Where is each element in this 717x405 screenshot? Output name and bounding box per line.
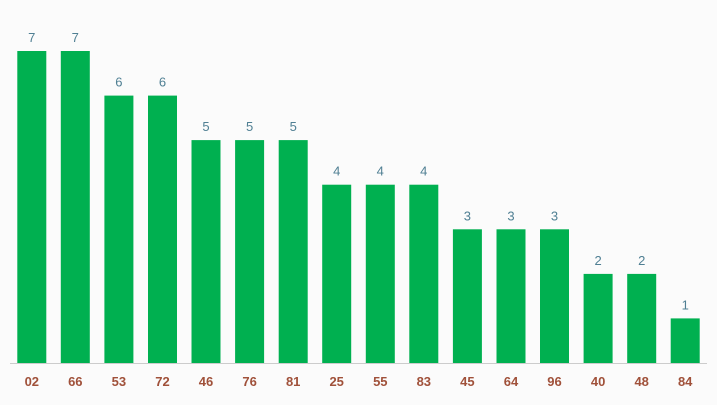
value-label-64: 3 (507, 208, 514, 223)
value-label-45: 3 (464, 208, 471, 223)
value-label-48: 2 (638, 253, 645, 268)
tick-label-66: 66 (68, 374, 82, 389)
tick-label-46: 46 (199, 374, 213, 389)
tick-label-72: 72 (155, 374, 169, 389)
tick-label-48: 48 (634, 374, 648, 389)
bar-76 (235, 140, 265, 363)
bar-96 (540, 229, 569, 363)
value-label-53: 6 (115, 75, 122, 90)
bar-64 (496, 229, 526, 363)
tick-label-64: 64 (504, 374, 519, 389)
bar-25 (322, 184, 352, 363)
value-label-81: 5 (290, 119, 297, 134)
tick-label-83: 83 (417, 374, 431, 389)
value-label-40: 2 (594, 253, 601, 268)
bar-83 (409, 184, 439, 363)
value-label-72: 6 (159, 75, 166, 90)
value-label-55: 4 (377, 164, 384, 179)
value-label-83: 4 (420, 164, 427, 179)
bar-46 (191, 140, 221, 363)
tick-label-25: 25 (329, 374, 343, 389)
value-label-76: 5 (246, 119, 253, 134)
bar-55 (365, 184, 395, 363)
tick-label-96: 96 (547, 374, 561, 389)
value-label-02: 7 (28, 30, 35, 45)
value-label-46: 5 (202, 119, 209, 134)
value-label-84: 1 (682, 297, 689, 312)
tick-label-76: 76 (242, 374, 256, 389)
tick-label-02: 02 (25, 374, 39, 389)
bar-02 (17, 51, 47, 363)
bar-53 (104, 95, 134, 363)
bar-72 (148, 95, 177, 363)
tick-label-45: 45 (460, 374, 474, 389)
bar-40 (583, 273, 613, 363)
value-label-96: 3 (551, 208, 558, 223)
bar-84 (670, 318, 700, 363)
tick-label-84: 84 (678, 374, 693, 389)
tick-label-81: 81 (286, 374, 300, 389)
value-label-66: 7 (72, 30, 79, 45)
bar-48 (627, 273, 657, 363)
value-label-25: 4 (333, 164, 340, 179)
tick-labels-group: 02 66 53 72 46 76 81 25 55 83 45 64 96 40 48 84 (25, 374, 694, 389)
bar-45 (452, 229, 482, 363)
tick-label-53: 53 (112, 374, 126, 389)
tick-label-55: 55 (373, 374, 387, 389)
bar-81 (278, 140, 308, 363)
tick-label-40: 40 (591, 374, 605, 389)
bars-group (17, 51, 700, 363)
value-labels-group: 7 7 6 6 5 5 5 4 4 4 3 3 3 2 2 1 (28, 30, 689, 312)
bar-66 (60, 51, 90, 363)
